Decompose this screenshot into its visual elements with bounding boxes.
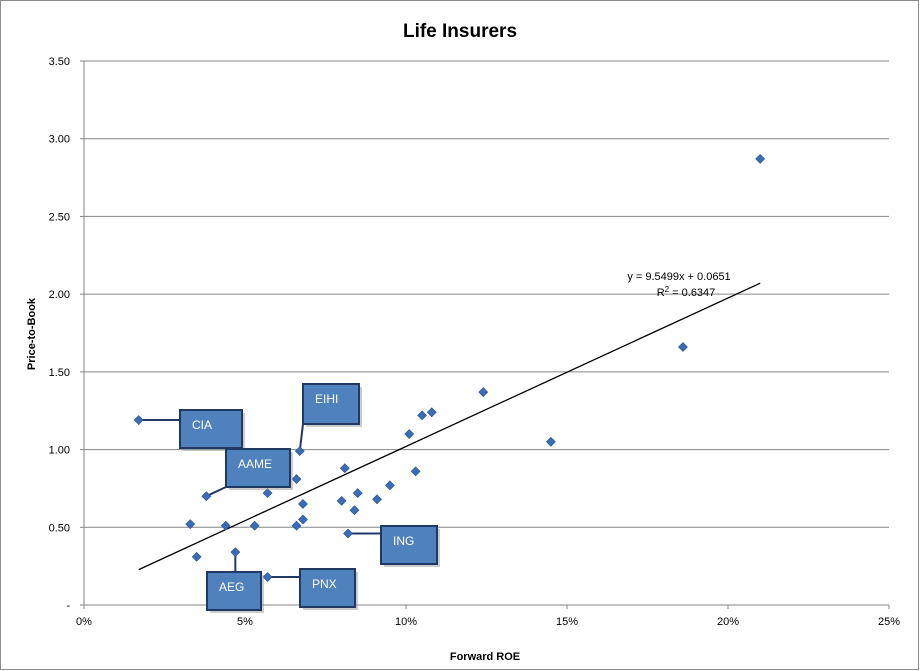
callout-label: PNX [312,577,337,591]
y-tick-label: 1.00 [49,445,70,457]
y-tick-label: 0.50 [49,522,70,534]
data-point [478,387,489,397]
data-point [349,505,360,516]
y-tick-labels: - 0.50 1.00 1.50 2.00 2.50 3.00 3.50 [49,56,71,612]
data-point [755,153,766,164]
data-point [336,495,347,506]
chart-title: Life Insurers [403,21,517,42]
x-tick-label: 25% [878,616,900,628]
trendline [138,282,761,571]
trendline-r-squared: R2 = 0.6347 [657,285,716,299]
callout-label: CIA [192,418,212,432]
callout-box [179,409,243,449]
data-point [677,342,688,352]
x-tick-labels: 0% 5% 10% 15% 20% 25% [76,616,900,628]
callout-label: ING [393,534,414,548]
x-tick-label: 15% [556,616,578,628]
data-point [410,466,421,477]
callout-box [380,525,438,565]
callout-box [206,571,262,611]
callouts: CIA EIHI AAME ING AEG PNX [179,383,440,613]
data-point [426,407,437,418]
y-tick-label: 3.00 [49,134,70,146]
data-point [339,463,350,474]
y-tick-label: 2.00 [49,289,70,301]
data-point [298,514,308,525]
callout-label: AEG [219,580,244,594]
data-point [249,520,260,531]
data-point [230,547,241,558]
data-point [262,572,273,582]
trendline-equation: y = 9.5499x + 0.0651 [627,271,730,283]
x-tick-label: 10% [395,616,417,628]
data-point [352,488,363,499]
y-tick-label: 2.50 [49,211,70,223]
x-tick-label: 0% [76,616,92,628]
data-point [191,551,202,562]
x-axis-label: Forward ROE [450,651,520,663]
x-tick-label: 20% [717,616,739,628]
data-point [291,474,302,485]
data-point [133,415,144,425]
data-point [372,494,382,505]
y-axis-label: Price-to-Book [26,297,38,370]
y-tick-label: 3.50 [49,56,70,68]
y-tick-label: 1.50 [49,367,70,379]
data-point [201,491,212,502]
y-tick-label: - [66,600,70,612]
trendline-group: y = 9.5499x + 0.0651 R2 = 0.6347 [138,271,761,571]
callout-box [302,383,360,425]
callout-leader [298,423,304,452]
data-point [291,520,302,531]
data-point [404,429,415,439]
callout-label: AAME [238,457,272,471]
data-point [220,520,231,531]
data-point [185,519,196,530]
data-point [384,480,395,491]
data-point [294,446,305,457]
data-points [133,153,766,582]
callout-box [225,448,291,488]
data-point [417,410,428,421]
data-point [262,488,273,499]
data-point [298,499,308,509]
data-point [343,528,353,539]
x-tick-label: 5% [237,616,253,628]
callout-box [299,568,356,608]
data-point [545,436,556,447]
callout-label: EIHI [315,392,338,406]
